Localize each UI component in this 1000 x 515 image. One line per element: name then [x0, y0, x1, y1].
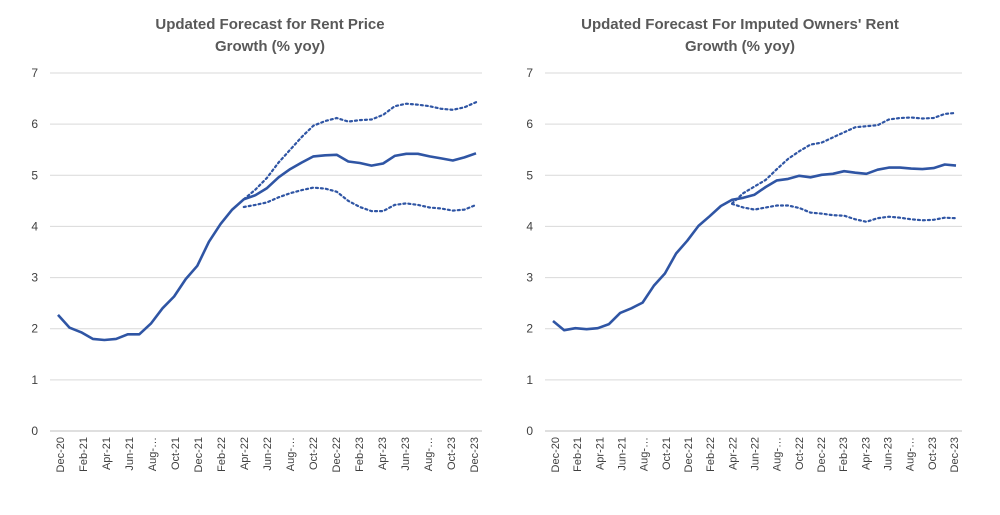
- y-tick-label: 6: [31, 117, 38, 131]
- lower-bound-line: [731, 202, 958, 223]
- x-tick-label: Dec-22: [331, 437, 343, 472]
- x-tick-label: Aug-…: [285, 437, 297, 471]
- x-tick-label: Apr-22: [727, 437, 739, 470]
- x-tick-label: Apr-21: [101, 437, 113, 470]
- upper-bound-line: [731, 111, 958, 205]
- y-tick-label: 2: [526, 322, 533, 336]
- x-tick-label: Oct-21: [661, 437, 673, 470]
- y-tick-label: 2: [31, 322, 38, 336]
- lower-bound-line: [242, 186, 478, 213]
- chart-title: Updated Forecast for Rent Price Growth (…: [80, 14, 460, 58]
- chart-title-line2: Growth (% yoy): [214, 38, 325, 55]
- forecast-line: [57, 152, 477, 342]
- y-tick-label: 1: [31, 373, 38, 387]
- y-tick-label: 3: [526, 271, 533, 285]
- upper-bound-line: [242, 101, 478, 201]
- x-tick-label: Jun-23: [883, 437, 895, 471]
- x-tick-label: Jun-21: [617, 437, 629, 471]
- rent-price-chart: Updated Forecast for Rent Price Growth (…: [31, 14, 482, 472]
- x-tick-label: Apr-21: [594, 437, 606, 470]
- y-tick-label: 6: [526, 117, 533, 131]
- x-tick-label: Oct-21: [170, 437, 182, 470]
- y-tick-label: 7: [31, 66, 38, 80]
- y-tick-label: 4: [526, 219, 533, 233]
- y-tick-label: 7: [526, 66, 533, 80]
- chart-title-line1: Updated Forecast for Rent Price: [155, 16, 385, 33]
- x-tick-label: Oct-23: [927, 437, 939, 470]
- forecast-line: [552, 163, 957, 332]
- owners-rent-plot: 0 1 2 3 4 5 6 7 Dec-20 Feb-21 Apr-21 Jun-21 Aug-… Oct…: [526, 66, 962, 472]
- owners-rent-chart: Updated Forecast For Imputed Owners' Ren…: [500, 0, 1000, 515]
- x-tick-label: Aug-…: [639, 437, 651, 471]
- x-tick-label: Aug-…: [423, 437, 435, 471]
- x-tick-label: Aug-…: [905, 437, 917, 471]
- x-tick-label: Dec-21: [683, 437, 695, 472]
- x-tick-label: Feb-23: [838, 437, 850, 472]
- y-tick-label: 0: [526, 424, 533, 438]
- x-tick-label: Dec-23: [949, 437, 961, 472]
- x-tick-label: Dec-23: [469, 437, 481, 472]
- x-tick-label: Feb-22: [216, 437, 228, 472]
- x-tick-label: Oct-22: [308, 437, 320, 470]
- x-tick-label: Dec-20: [55, 437, 67, 472]
- x-tick-label: Apr-23: [377, 437, 389, 470]
- x-tick-label: Dec-20: [550, 437, 562, 472]
- x-tick-label: Jun-22: [262, 437, 274, 471]
- y-tick-label: 3: [31, 271, 38, 285]
- y-tick-label: 5: [526, 168, 533, 182]
- x-tick-label: Apr-23: [860, 437, 872, 470]
- x-tick-label: Feb-22: [705, 437, 717, 472]
- x-tick-label: Jun-23: [400, 437, 412, 471]
- x-tick-label: Jun-22: [750, 437, 762, 471]
- x-tick-label: Apr-22: [239, 437, 251, 470]
- y-tick-label: 5: [31, 168, 38, 182]
- x-tick-label: Feb-23: [354, 437, 366, 472]
- x-tick-label: Dec-21: [193, 437, 205, 472]
- x-tick-label: Feb-21: [572, 437, 584, 472]
- y-tick-label: 4: [31, 219, 38, 233]
- x-tick-label: Jun-21: [124, 437, 136, 471]
- x-tick-label: Aug-…: [772, 437, 784, 471]
- x-tick-label: Oct-23: [446, 437, 458, 470]
- chart-title-line2: Growth (% yoy): [684, 38, 795, 55]
- y-tick-label: 0: [31, 424, 38, 438]
- chart-title: Updated Forecast For Imputed Owners' Ren…: [530, 14, 950, 58]
- chart-title-line1: Updated Forecast For Imputed Owners' Ren…: [581, 16, 899, 33]
- x-tick-label: Oct-22: [794, 437, 806, 470]
- y-tick-label: 1: [526, 373, 533, 387]
- x-tick-label: Feb-21: [78, 437, 90, 472]
- x-tick-label: Dec-22: [816, 437, 828, 472]
- x-tick-label: Aug-…: [147, 437, 159, 471]
- rent-price-plot: 0 1 2 3 4 5 6 7 Dec-20 Feb-21 Apr-21 Jun-21 Aug-… Oct…: [31, 66, 482, 472]
